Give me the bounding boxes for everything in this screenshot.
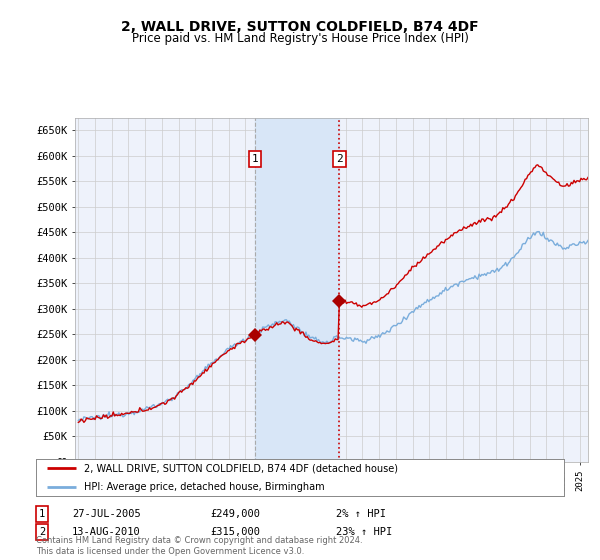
- Text: 2: 2: [336, 154, 343, 164]
- Text: 13-AUG-2010: 13-AUG-2010: [72, 527, 141, 537]
- Text: 2, WALL DRIVE, SUTTON COLDFIELD, B74 4DF (detached house): 2, WALL DRIVE, SUTTON COLDFIELD, B74 4DF…: [83, 463, 398, 473]
- Text: 23% ↑ HPI: 23% ↑ HPI: [336, 527, 392, 537]
- Text: 2: 2: [39, 527, 45, 537]
- Text: HPI: Average price, detached house, Birmingham: HPI: Average price, detached house, Birm…: [83, 482, 324, 492]
- Bar: [255, 118, 340, 462]
- Text: 2% ↑ HPI: 2% ↑ HPI: [336, 509, 386, 519]
- Text: 1: 1: [251, 154, 259, 164]
- Text: £249,000: £249,000: [210, 509, 260, 519]
- Text: Contains HM Land Registry data © Crown copyright and database right 2024.
This d: Contains HM Land Registry data © Crown c…: [36, 536, 362, 556]
- Text: 27-JUL-2005: 27-JUL-2005: [72, 509, 141, 519]
- Text: 1: 1: [39, 509, 45, 519]
- Text: Price paid vs. HM Land Registry's House Price Index (HPI): Price paid vs. HM Land Registry's House …: [131, 32, 469, 45]
- Text: £315,000: £315,000: [210, 527, 260, 537]
- Text: 2, WALL DRIVE, SUTTON COLDFIELD, B74 4DF: 2, WALL DRIVE, SUTTON COLDFIELD, B74 4DF: [121, 20, 479, 34]
